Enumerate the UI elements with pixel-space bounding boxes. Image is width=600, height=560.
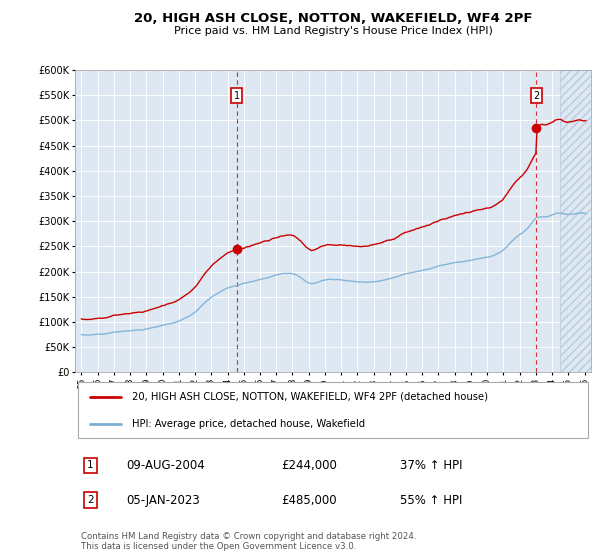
Text: 1: 1 xyxy=(87,460,94,470)
Text: Price paid vs. HM Land Registry's House Price Index (HPI): Price paid vs. HM Land Registry's House … xyxy=(173,26,493,36)
Text: HPI: Average price, detached house, Wakefield: HPI: Average price, detached house, Wake… xyxy=(132,419,365,429)
Text: 37% ↑ HPI: 37% ↑ HPI xyxy=(400,459,463,472)
Text: 05-JAN-2023: 05-JAN-2023 xyxy=(127,494,200,507)
Text: £485,000: £485,000 xyxy=(281,494,337,507)
Text: 55% ↑ HPI: 55% ↑ HPI xyxy=(400,494,463,507)
Text: 09-AUG-2004: 09-AUG-2004 xyxy=(127,459,205,472)
Text: 2: 2 xyxy=(87,496,94,506)
FancyBboxPatch shape xyxy=(77,382,589,438)
Text: 2: 2 xyxy=(533,91,539,101)
Bar xyxy=(560,70,600,372)
Text: Contains HM Land Registry data © Crown copyright and database right 2024.
This d: Contains HM Land Registry data © Crown c… xyxy=(81,532,416,552)
Text: 1: 1 xyxy=(234,91,240,101)
Text: 20, HIGH ASH CLOSE, NOTTON, WAKEFIELD, WF4 2PF: 20, HIGH ASH CLOSE, NOTTON, WAKEFIELD, W… xyxy=(134,12,532,25)
Text: 20, HIGH ASH CLOSE, NOTTON, WAKEFIELD, WF4 2PF (detached house): 20, HIGH ASH CLOSE, NOTTON, WAKEFIELD, W… xyxy=(132,391,488,402)
Text: £244,000: £244,000 xyxy=(281,459,337,472)
